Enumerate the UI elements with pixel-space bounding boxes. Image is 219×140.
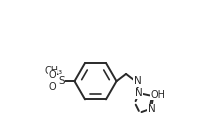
Text: O: O bbox=[49, 82, 56, 92]
Text: N: N bbox=[148, 104, 156, 114]
Text: CH₃: CH₃ bbox=[45, 66, 63, 76]
Text: N: N bbox=[135, 88, 143, 98]
Text: OH: OH bbox=[151, 90, 166, 100]
Text: N: N bbox=[134, 76, 141, 86]
Text: S: S bbox=[58, 76, 65, 86]
Text: O: O bbox=[49, 70, 56, 80]
